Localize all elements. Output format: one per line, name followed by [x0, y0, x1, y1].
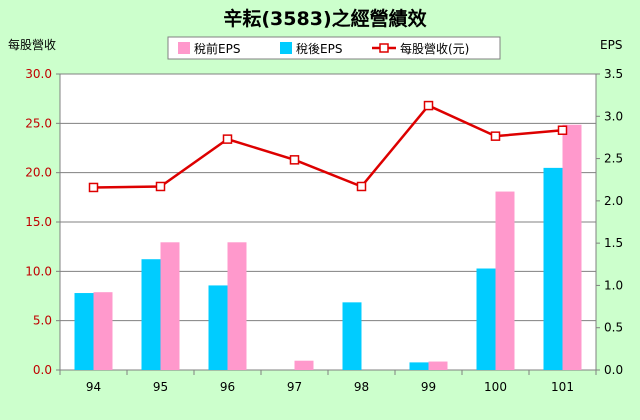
revenue-line-series: [88, 100, 568, 193]
legend-label-aftertax-eps: 稅後EPS: [296, 42, 342, 56]
x-tick-label: 95: [153, 380, 168, 394]
x-tick-label: 99: [421, 380, 436, 394]
left-tick-label: 25.0: [25, 116, 52, 130]
x-tick-label: 94: [86, 380, 101, 394]
x-tick-label: 98: [354, 380, 369, 394]
bar-aftertax-eps: [543, 167, 563, 370]
legend-label-revenue: 每股營收(元): [400, 41, 469, 56]
bar-pretax-eps: [495, 191, 515, 370]
left-tick-label: 20.0: [25, 166, 52, 180]
bar-aftertax-eps: [342, 302, 362, 370]
revenue-point: [222, 134, 233, 144]
revenue-line: [93, 104, 563, 189]
left-tick-label: 0.0: [33, 363, 52, 377]
right-tick-label: 3.0: [604, 109, 623, 123]
bar-pretax-eps: [227, 242, 247, 370]
revenue-point: [423, 100, 434, 111]
revenue-point: [557, 125, 568, 135]
right-tick-label: 2.5: [604, 152, 623, 166]
x-tick-label: 100: [484, 380, 507, 394]
left-tick-label: 5.0: [33, 314, 52, 328]
revenue-point: [155, 181, 166, 192]
bar-pretax-eps: [562, 124, 582, 370]
revenue-point: [356, 181, 367, 192]
bar-aftertax-eps: [409, 362, 429, 370]
right-axis-label: EPS: [600, 38, 622, 52]
right-tick-label: 0.5: [604, 321, 623, 335]
bar-aftertax-eps: [208, 285, 228, 370]
right-tick-label: 1.5: [604, 236, 623, 250]
chart-title: 辛耘(3583)之經營績效: [223, 7, 426, 30]
left-tick-label: 10.0: [25, 264, 52, 278]
x-tick-label: 97: [287, 380, 302, 394]
legend-label-pretax-eps: 稅前EPS: [194, 41, 240, 56]
bar-pretax-eps: [93, 292, 113, 370]
x-tick-label: 101: [551, 380, 574, 394]
bar-aftertax-eps: [74, 293, 94, 370]
right-tick-label: 3.5: [604, 67, 623, 81]
left-tick-label: 30.0: [25, 67, 52, 81]
x-tick-label: 96: [220, 380, 235, 394]
bar-pretax-eps: [294, 360, 314, 370]
legend-swatch-aftertax-eps: [280, 42, 292, 54]
legend-box: [167, 36, 501, 60]
axes: 0.0 5.0 10.0 15.0 20.0 25.0 30.0 0.0 0.5 1.0 1.5 2.…: [25, 67, 623, 394]
legend: 稅前EPS 稅後EPS 每股營收(元): [167, 36, 501, 60]
revenue-point: [490, 131, 501, 141]
right-tick-label: 1.0: [604, 278, 623, 292]
right-tick-label: 0.0: [604, 363, 623, 377]
revenue-point: [88, 182, 99, 193]
left-axis-label: 每股營收: [8, 37, 56, 52]
right-tick-label: 2.0: [604, 194, 623, 208]
left-tick-label: 15.0: [25, 215, 52, 229]
bar-aftertax-eps: [141, 259, 161, 370]
bar-aftertax-eps: [476, 268, 496, 370]
bars: [74, 124, 582, 370]
bar-pretax-eps: [160, 242, 180, 370]
revenue-point: [289, 155, 300, 165]
bar-pretax-eps: [428, 361, 448, 370]
legend-marker-revenue: [379, 43, 389, 53]
legend-swatch-pretax-eps: [178, 42, 190, 54]
